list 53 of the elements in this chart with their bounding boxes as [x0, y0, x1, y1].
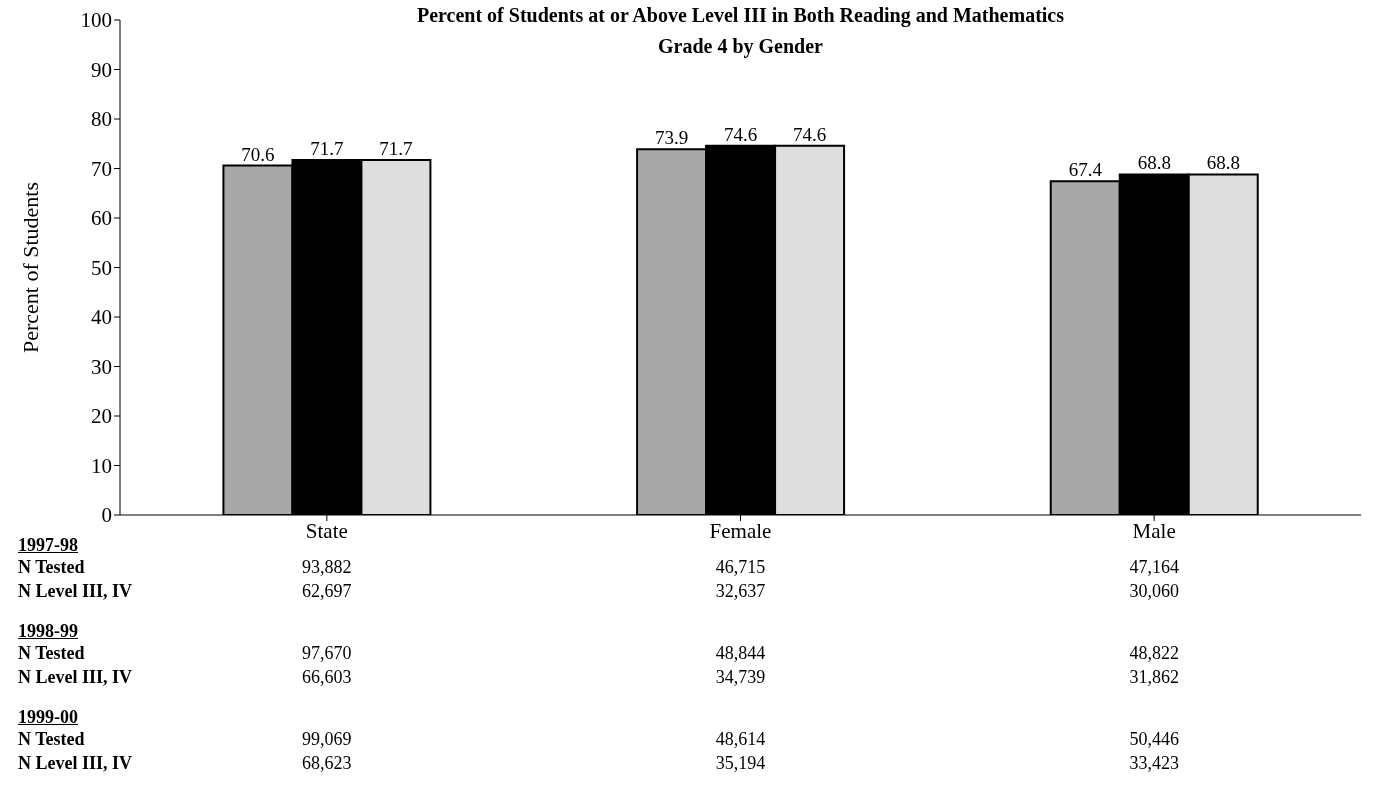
y-tick-label: 90 [91, 57, 112, 82]
text: 50,446 [1128, 729, 1180, 750]
chart-title: Percent of Students at or Above Level III in Both Reading and Mathematics [415, 4, 1065, 27]
text: 47,164 [1128, 557, 1180, 578]
data-label: 74.6 [792, 123, 827, 145]
text: 32,637 [714, 581, 767, 602]
text: N Level III, IV [18, 667, 133, 688]
x-tick-label: State [305, 518, 348, 543]
text: 31,862 [1128, 667, 1180, 688]
y-tick-label: 20 [91, 404, 112, 429]
text: 99,069 [301, 729, 353, 750]
text: 33,423 [1128, 753, 1180, 774]
y-tick-label: 30 [91, 354, 112, 379]
y-tick-label: 10 [91, 453, 112, 478]
text: 46,715 [714, 557, 767, 578]
y-axis-title: Percent of Students [17, 181, 43, 354]
data-label: 74.6 [723, 123, 758, 145]
y-tick-label: 60 [91, 206, 112, 231]
text: 1997-98 [18, 535, 78, 556]
text: N Tested [18, 643, 85, 664]
y-tick-label: 0 [101, 503, 112, 528]
data-label: 68.8 [1137, 152, 1171, 174]
data-label: 67.4 [1068, 159, 1103, 181]
data-label: 71.7 [379, 138, 413, 160]
text: 68,623 [301, 753, 353, 774]
text: 62,697 [301, 581, 353, 602]
y-tick-label: 40 [91, 305, 112, 330]
text: 48,844 [714, 643, 767, 664]
text: 66,603 [301, 667, 353, 688]
text: 35,194 [714, 753, 767, 774]
text: 93,882 [301, 557, 353, 578]
y-tick-label: 100 [80, 8, 112, 33]
y-tick-label: 70 [91, 156, 112, 181]
text: 48,614 [714, 729, 767, 750]
text: 30,060 [1128, 581, 1180, 602]
text: 48,822 [1128, 643, 1180, 664]
text: N Tested [18, 557, 85, 578]
text: 97,670 [301, 643, 353, 664]
text: N Level III, IV [18, 581, 133, 602]
text: 34,739 [714, 667, 767, 688]
x-tick-label: Male [1132, 518, 1176, 543]
text: Grade 4 by Gender [657, 35, 824, 58]
y-tick-label: 80 [91, 107, 112, 132]
data-label: 73.9 [654, 127, 689, 149]
text: 1999-00 [18, 707, 78, 728]
data-label: 71.7 [310, 138, 344, 160]
x-tick-label: Female [709, 518, 772, 543]
data-label: 68.8 [1206, 152, 1240, 174]
text: 1998-99 [18, 621, 78, 642]
text: N Level III, IV [18, 753, 133, 774]
data-label: 70.6 [241, 143, 275, 165]
text: N Tested [18, 729, 85, 750]
y-tick-label: 50 [91, 255, 112, 280]
